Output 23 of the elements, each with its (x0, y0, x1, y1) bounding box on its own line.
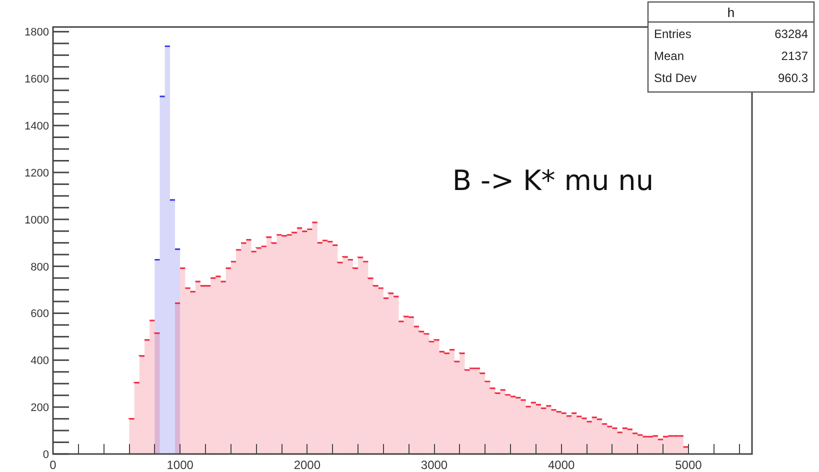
annotation: Std Dev (654, 71, 697, 85)
x-tick-label: 5000 (675, 458, 702, 472)
text: 2137 (781, 49, 808, 63)
x-tick-label: 3000 (420, 458, 448, 472)
y-tick-label: 600 (30, 308, 49, 320)
text: 960.3 (778, 71, 808, 85)
y-tick-label: 1400 (24, 120, 49, 133)
y-tick-label: 400 (30, 355, 49, 368)
text: h (727, 5, 735, 20)
x-tick-label: 4000 (548, 458, 576, 472)
y-tick-label: 1600 (24, 74, 49, 86)
annotation: Mean (654, 49, 684, 63)
x-tick-label: 1000 (166, 458, 194, 472)
text: 63284 (774, 27, 808, 41)
y-tick-label: 800 (30, 261, 49, 274)
y-tick-label: 1800 (24, 26, 49, 39)
y-tick-label: 0 (42, 449, 49, 461)
y-tick-label: 1200 (24, 167, 49, 180)
y-tick-label: 200 (30, 402, 49, 414)
x-tick-label: 2000 (294, 458, 321, 472)
y-tick-label: 1000 (24, 214, 49, 226)
annotation: Entries (654, 27, 692, 41)
annotation: B -> K* mu nu (452, 164, 654, 197)
